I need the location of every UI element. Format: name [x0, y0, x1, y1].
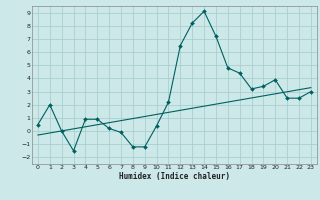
X-axis label: Humidex (Indice chaleur): Humidex (Indice chaleur) — [119, 172, 230, 181]
